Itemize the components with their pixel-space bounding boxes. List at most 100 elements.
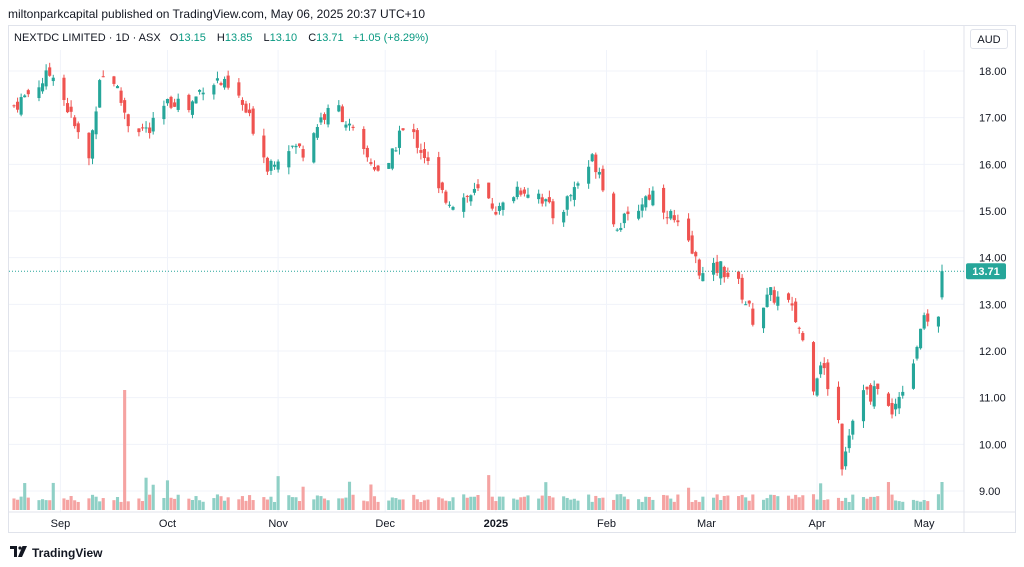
volume-bar	[569, 499, 573, 510]
volume-bar	[612, 499, 616, 510]
candle	[251, 106, 255, 136]
candle	[48, 62, 52, 77]
volume-bar	[494, 501, 498, 510]
volume-bar	[769, 494, 773, 510]
volume-bar	[201, 501, 205, 510]
volume-bar	[397, 499, 402, 510]
volume-bar	[387, 500, 391, 510]
volume-bar	[872, 496, 876, 510]
candle	[794, 298, 798, 324]
candle	[626, 206, 630, 221]
currency-button[interactable]: AUD	[970, 29, 1008, 49]
candle	[844, 446, 848, 470]
tradingview-footer[interactable]: TradingView	[10, 545, 102, 560]
candle	[472, 182, 476, 196]
candle	[522, 187, 526, 197]
volume-bar	[294, 497, 298, 510]
time-tick-label: Nov	[268, 518, 288, 530]
volume-bar	[676, 494, 680, 510]
volume-bar	[198, 500, 202, 510]
candle	[365, 145, 369, 162]
candle	[801, 331, 805, 342]
chart-pane[interactable]	[8, 25, 1016, 533]
time-tick-label: 2025	[484, 518, 508, 530]
candle	[644, 195, 648, 211]
candle	[69, 100, 73, 118]
volume-bar	[123, 390, 127, 510]
candle	[894, 398, 898, 417]
volume-bar	[551, 497, 555, 510]
candle	[140, 123, 145, 131]
volume-bar	[926, 501, 930, 510]
candle	[319, 112, 323, 125]
candle	[651, 186, 655, 207]
candle	[936, 316, 940, 333]
candle	[362, 126, 366, 155]
volume-bar	[37, 500, 41, 510]
candle	[765, 287, 769, 308]
volume-bar	[826, 499, 830, 510]
open-label: O	[169, 32, 179, 44]
price-tick-label: 17.00	[979, 113, 1007, 125]
candle	[662, 184, 666, 220]
candle	[751, 302, 755, 327]
candle	[494, 206, 498, 216]
last-price-marker: 13.71	[9, 263, 1006, 280]
candle	[465, 194, 469, 203]
volume-bar	[69, 496, 73, 510]
price-tick-label: 15.00	[979, 206, 1007, 218]
candle	[237, 78, 241, 98]
candle	[847, 429, 851, 453]
candle	[65, 97, 70, 114]
candle	[444, 189, 448, 205]
volume-bar	[662, 494, 666, 510]
candle	[148, 122, 152, 139]
candle	[162, 100, 166, 125]
candle	[901, 385, 905, 399]
candle	[490, 197, 494, 211]
price-axis: 9.00 10.00 11.00 12.00 13.00 14.00 15.00 16.00 1…	[9, 26, 1015, 532]
candle	[919, 328, 923, 350]
candle	[287, 145, 291, 175]
candle	[187, 93, 191, 113]
candle	[19, 93, 23, 117]
candle	[194, 96, 198, 104]
volume-bars	[12, 390, 944, 510]
price-tick-label: 14.00	[979, 253, 1007, 265]
volume-bar	[626, 499, 630, 510]
volume-bar	[465, 497, 469, 510]
volume-bar	[215, 494, 219, 510]
candle	[262, 128, 266, 164]
price-tick-label: 9.00	[979, 486, 1000, 498]
volume-bar	[219, 496, 223, 510]
candle	[761, 307, 766, 333]
candle	[786, 292, 791, 303]
volume-bar	[369, 484, 373, 510]
volume-bar	[512, 498, 516, 510]
volume-bar	[351, 494, 355, 510]
time-tick-label: Dec	[375, 518, 395, 530]
volume-bar	[647, 496, 651, 510]
tradingview-brand: TradingView	[32, 545, 103, 560]
volume-bar	[776, 496, 780, 510]
volume-bar	[23, 483, 27, 510]
candle	[869, 383, 873, 405]
volume-bar	[426, 499, 430, 510]
volume-bar	[447, 501, 451, 510]
volume-bar	[822, 500, 826, 510]
volume-bar	[115, 497, 120, 510]
grid-lines	[9, 50, 964, 512]
volume-bar	[151, 484, 155, 510]
candle	[151, 112, 155, 135]
candle	[248, 103, 252, 117]
volume-bar	[462, 494, 466, 510]
candle	[469, 194, 473, 206]
candle	[269, 159, 273, 175]
candle	[244, 100, 248, 114]
volume-bar	[701, 496, 705, 510]
candle	[73, 115, 77, 129]
candle	[940, 264, 944, 300]
volume-bar	[16, 499, 20, 510]
volume-bar	[376, 501, 380, 510]
